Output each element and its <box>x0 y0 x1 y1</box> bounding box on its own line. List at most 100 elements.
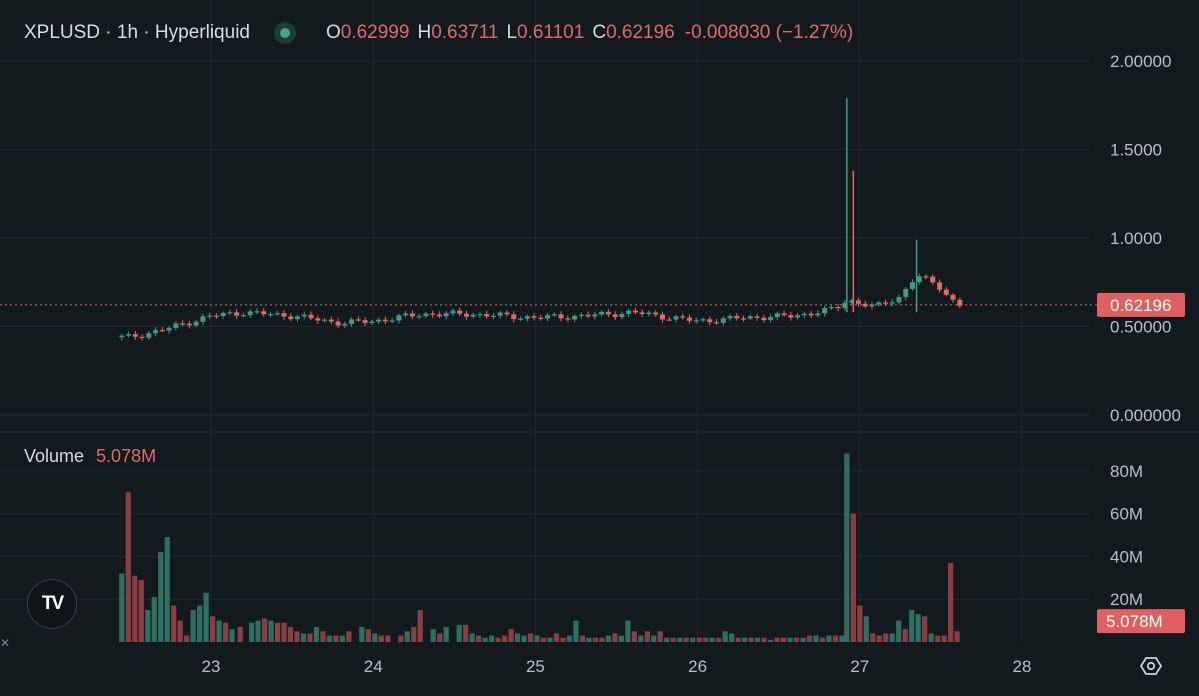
candle-body <box>855 300 861 304</box>
symbol-title[interactable]: XPLUSD · 1h · Hyperliquid <box>24 22 250 43</box>
volume-bar <box>638 635 644 642</box>
volume-bar <box>819 637 826 642</box>
volume-bar <box>644 631 650 642</box>
volume-bar <box>501 635 508 642</box>
volume-bar <box>941 635 947 642</box>
candle-body <box>632 310 638 313</box>
close-value: 0.62196 <box>606 22 675 43</box>
candle-body <box>565 318 571 320</box>
market-status-dot-icon <box>273 22 296 44</box>
volume-bar <box>300 633 307 642</box>
volume-bar <box>813 635 819 642</box>
close-icon[interactable]: ✕ <box>0 636 11 650</box>
volume-bar <box>339 635 345 642</box>
volume-bar <box>125 492 131 642</box>
volume-bar <box>767 639 774 642</box>
volume-bar <box>755 637 761 642</box>
candle-body <box>801 313 807 316</box>
time-tick-label: 25 <box>526 657 545 676</box>
volume-bar <box>625 620 631 642</box>
candlestick-series <box>119 98 963 341</box>
volume-bar <box>832 635 839 642</box>
volume-bar <box>203 592 209 642</box>
volume-bar <box>268 620 274 642</box>
volume-bar <box>158 552 164 642</box>
volume-bar <box>902 629 908 642</box>
volume-tick-label: 80M <box>1110 462 1143 481</box>
volume-bar <box>320 631 326 642</box>
candle-body <box>626 310 632 314</box>
volume-bar <box>657 631 663 642</box>
volume-bar <box>346 631 352 642</box>
volume-bar <box>177 620 183 642</box>
candle-body <box>619 313 625 318</box>
volume-legend-label: Volume <box>24 446 85 466</box>
candle-body <box>646 312 652 315</box>
volume-bar <box>716 637 722 642</box>
volume-bar <box>365 629 371 642</box>
volume-bar <box>631 631 637 642</box>
candle-body <box>585 314 591 317</box>
volume-bar <box>527 633 534 642</box>
candle-body <box>200 316 206 322</box>
volume-bar <box>735 637 741 642</box>
candle-body <box>416 316 422 318</box>
volume-bar <box>190 609 196 642</box>
tradingview-logo[interactable]: TV <box>27 579 77 629</box>
volume-bar <box>469 633 475 642</box>
volume-bar <box>534 635 540 642</box>
candle-body <box>484 314 490 317</box>
candle-body <box>882 302 888 304</box>
candle-body <box>788 315 794 318</box>
volume-bar <box>839 635 845 642</box>
volume-axis: 80M 60M 40M 20M <box>1110 462 1143 609</box>
candle-body <box>572 315 578 320</box>
candle-body <box>139 336 145 339</box>
candle-body <box>578 314 584 316</box>
candle-body <box>714 322 720 324</box>
candle-body <box>301 314 307 317</box>
volume-bar <box>164 537 170 642</box>
volume-bar <box>489 635 495 642</box>
open-label: O <box>325 22 341 43</box>
candle-body <box>518 318 524 320</box>
current-volume-tag: 5.078M <box>1097 609 1185 634</box>
candle-body <box>869 304 875 307</box>
candle-body <box>396 315 402 321</box>
candle-body <box>261 311 267 315</box>
price-tick-label: 1.5000 <box>1110 141 1162 160</box>
candle-body <box>734 316 740 319</box>
volume-bar <box>437 633 443 642</box>
candle-body <box>490 315 496 317</box>
current-volume-label: 5.078M <box>1106 612 1163 631</box>
candle-body <box>686 317 692 321</box>
candle-body <box>369 321 375 323</box>
volume-bar <box>145 609 151 642</box>
candle-body <box>281 313 287 317</box>
volume-bar <box>579 635 586 642</box>
volume-legend-value: 5.078M <box>96 446 157 466</box>
candle-body <box>477 314 483 316</box>
candle-body <box>389 320 395 322</box>
volume-bar <box>909 609 915 642</box>
volume-bar <box>222 622 229 642</box>
candle-body <box>700 319 706 321</box>
volume-bar <box>553 633 560 642</box>
candle-body <box>436 314 442 317</box>
candle-body <box>551 314 557 316</box>
candle-body <box>680 316 686 318</box>
candle-body <box>288 316 294 320</box>
candle-body <box>659 314 665 320</box>
candle-body <box>639 312 645 315</box>
candle-body <box>274 313 280 315</box>
volume-tick-label: 60M <box>1110 505 1143 524</box>
candle-body <box>828 306 834 309</box>
settings-hexagon-icon[interactable] <box>1139 654 1163 678</box>
volume-bar <box>922 616 928 642</box>
volume-series <box>119 453 960 642</box>
candle-body <box>463 313 469 317</box>
candle-body <box>835 306 841 309</box>
volume-bar <box>806 635 813 642</box>
candle-body <box>943 289 949 295</box>
